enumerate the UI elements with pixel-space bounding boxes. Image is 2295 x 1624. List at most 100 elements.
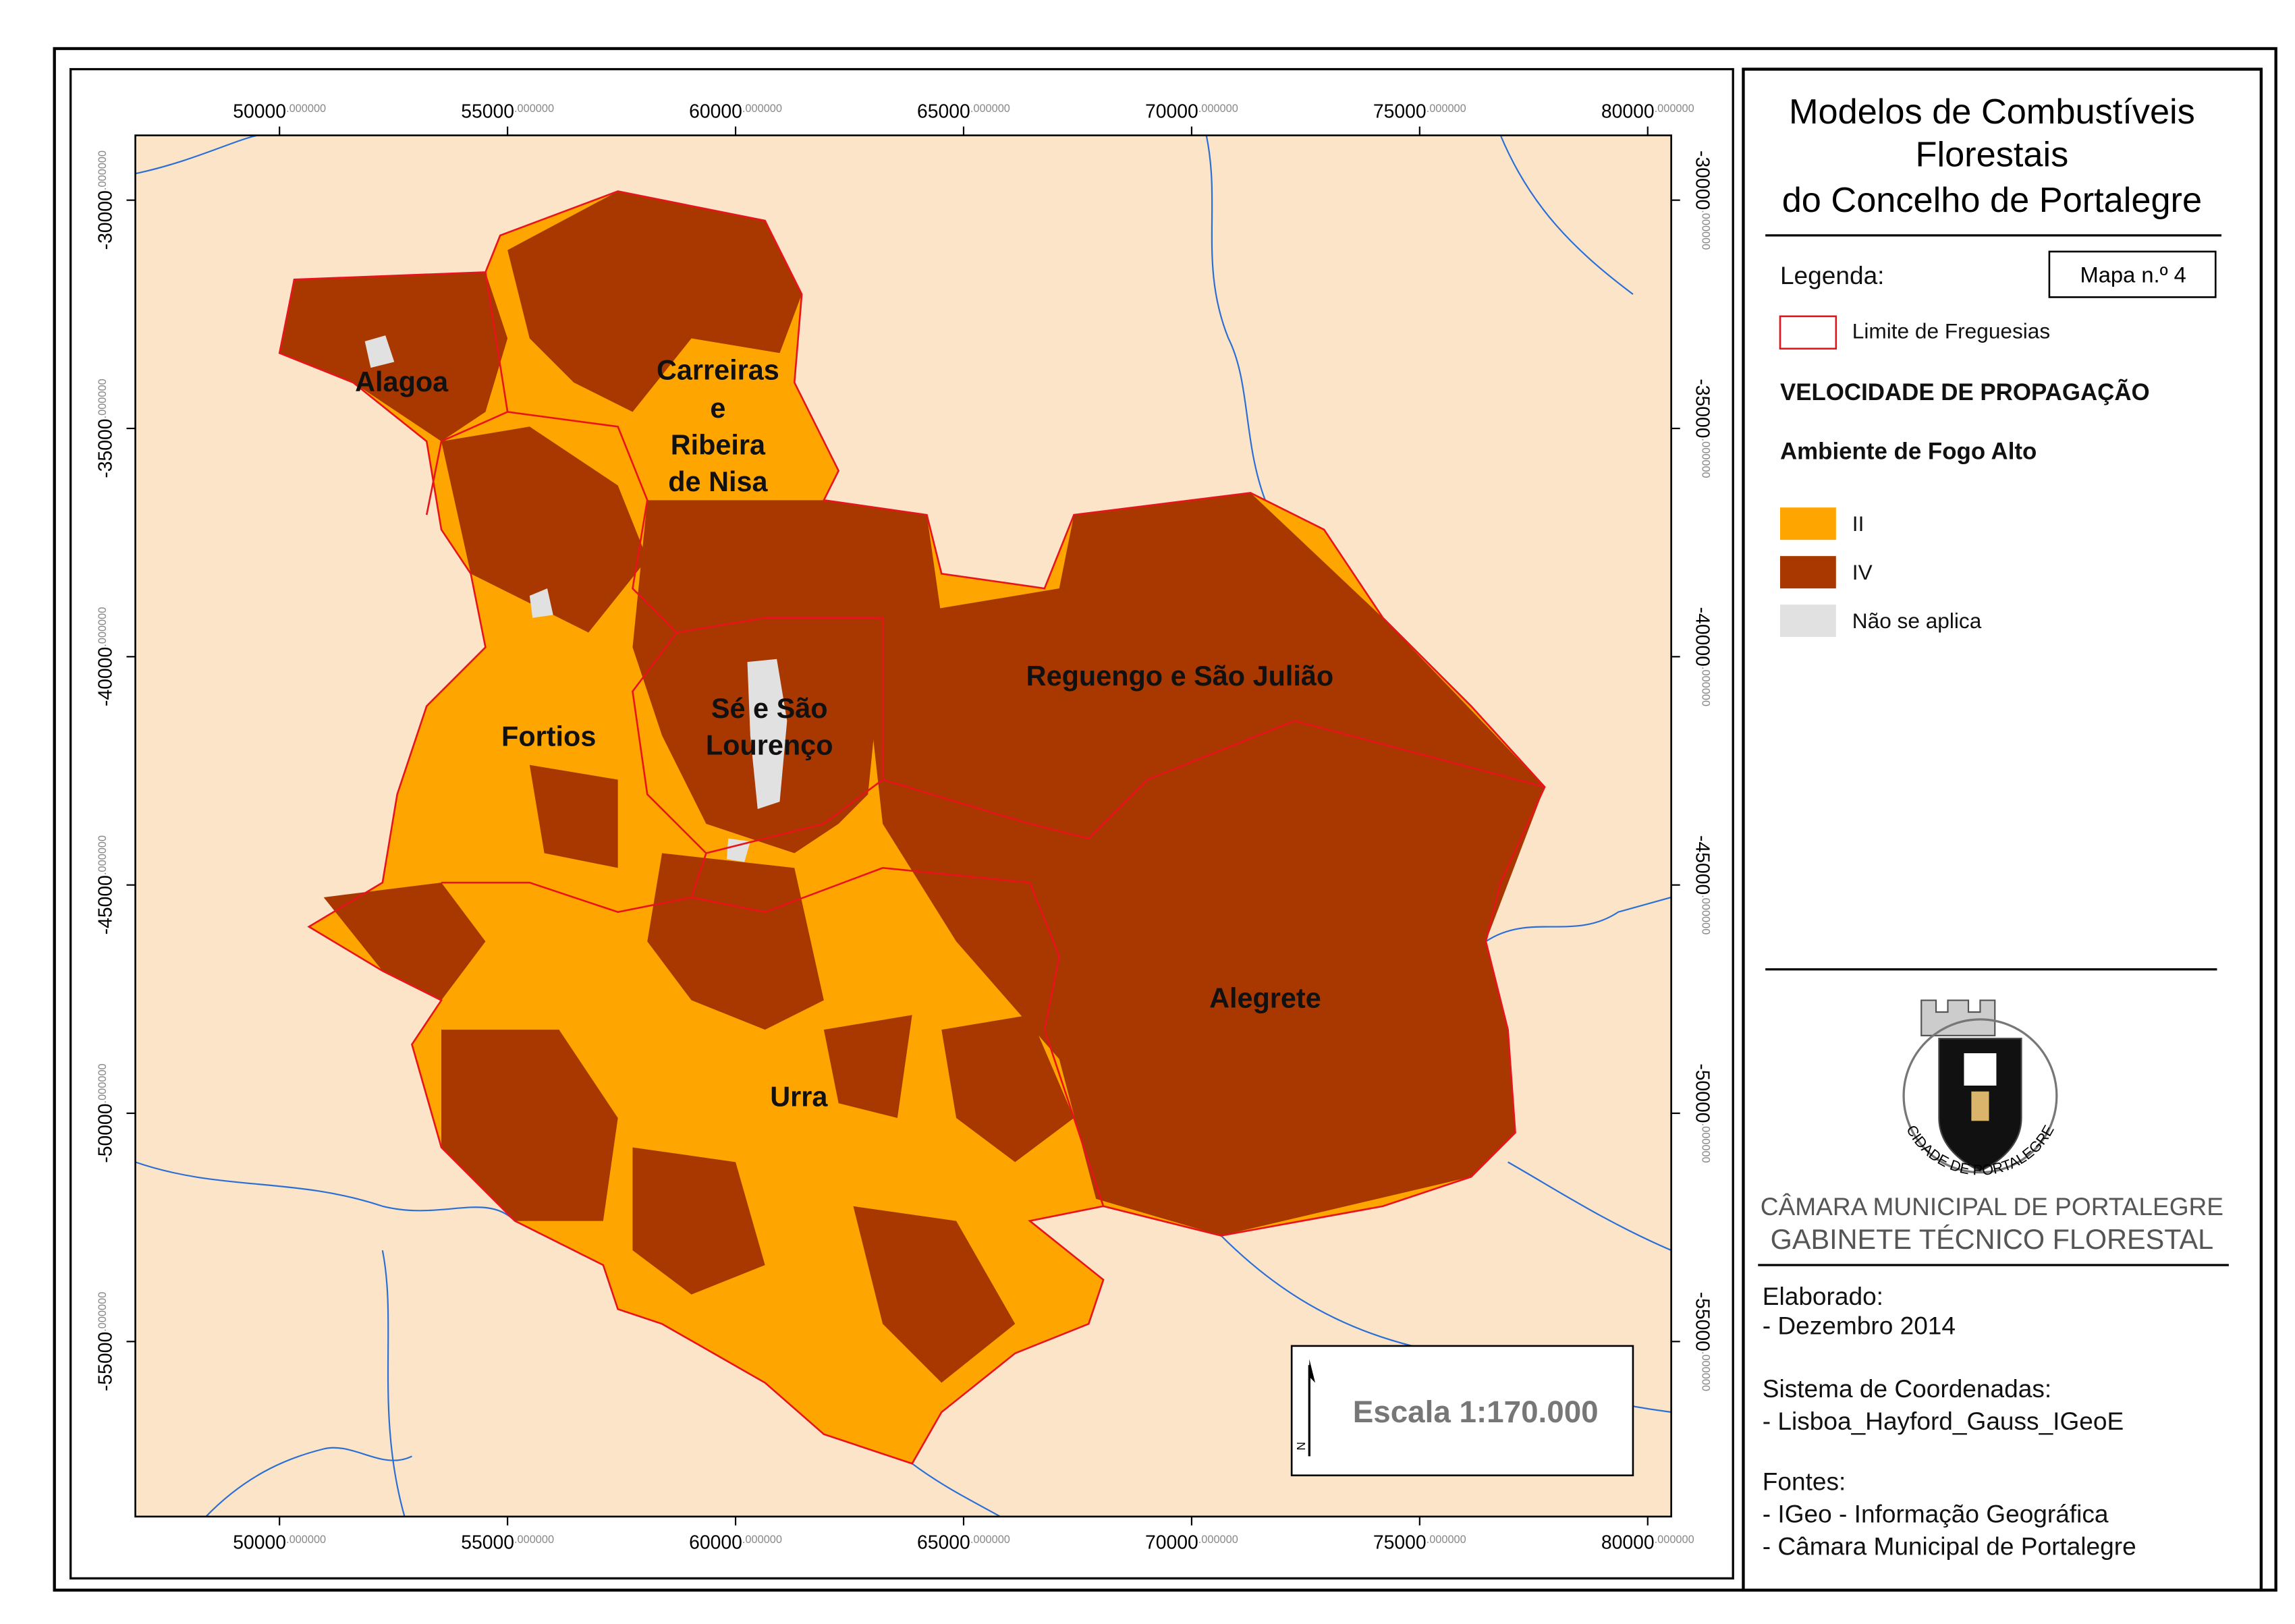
y-tick-decimals: .000000: [96, 835, 109, 875]
y-tick-decimals: .000000: [96, 607, 109, 647]
x-tick-decimals: .000000: [286, 103, 326, 115]
x-tick-label: 70000: [1145, 101, 1198, 122]
x-tick-text: 65000.000000: [917, 1532, 1010, 1554]
organization: CÂMARA MUNICIPAL DE PORTALEGRE: [1761, 1192, 2223, 1221]
parish-boundary: [632, 617, 884, 854]
river: [135, 134, 258, 175]
place-label: Fortios: [501, 721, 596, 752]
outer-frame: [53, 47, 2277, 1592]
x-tick-decimals: .000000: [1198, 103, 1238, 115]
emblem-door: [1971, 1091, 1989, 1121]
place-label: Alagoa: [355, 366, 449, 397]
x-tick-decimals: .000000: [970, 103, 1010, 115]
class-iv-area: [941, 1015, 1074, 1163]
legend-label: IV: [1852, 560, 1873, 584]
not-applicable-area: [529, 588, 553, 618]
data-frame-border: [134, 134, 1672, 1518]
legend-heading: Legenda:: [1780, 261, 1885, 289]
emblem-quinas: [1964, 1053, 1997, 1086]
emblem-wreath: [1902, 1018, 2058, 1174]
class-iv-areas: [279, 191, 1545, 1383]
class-iv-area: [632, 1147, 765, 1295]
y-tick-text: -35000.000000: [95, 379, 117, 478]
y-tick-label: -35000: [95, 418, 117, 478]
x-tick-text: 65000.000000: [917, 101, 1010, 122]
class-iv-area: [323, 883, 486, 1001]
title-line: Modelos de Combustíveis: [1789, 92, 2195, 132]
place-label: Ribeira: [671, 430, 766, 461]
x-tick-text: 80000.000000: [1601, 101, 1694, 122]
map-frame-content: Alagoa Carreiras e Ribeira de Nisa Forti…: [134, 134, 1672, 1518]
credit-line: - Lisboa_Hayford_Gauss_IGeoE: [1763, 1407, 2124, 1435]
river: [1499, 135, 1634, 295]
x-tick-label: 50000: [233, 101, 286, 122]
y-tick-label: -50000: [1692, 1063, 1713, 1123]
y-tick-text: -35000.000000: [1692, 379, 1713, 478]
class-iv-area: [632, 500, 942, 853]
y-tick-label: -30000: [1692, 150, 1713, 210]
y-tick-text: -50000.000000: [1692, 1063, 1713, 1163]
x-tick-decimals: .000000: [1427, 1534, 1466, 1546]
y-tick-text: -50000.000000: [95, 1063, 117, 1163]
x-tick-label: 70000: [1145, 1532, 1198, 1554]
x-tick-text: 50000.000000: [233, 1532, 326, 1554]
y-tick-decimals: .000000: [1699, 667, 1711, 706]
class-iv-area: [868, 493, 1545, 1236]
place-label: Alegrete: [1209, 982, 1321, 1013]
y-tick-text: -40000.000000: [1692, 607, 1713, 706]
y-tick-text: -30000.000000: [1692, 150, 1713, 250]
river: [205, 1447, 412, 1517]
map-number-box: [2048, 250, 2217, 298]
x-tick-decimals: .000000: [1198, 1534, 1238, 1546]
y-tick-label: -55000: [95, 1332, 117, 1391]
x-tick-text: 60000.000000: [689, 101, 782, 122]
river: [135, 1161, 516, 1222]
organization: GABINETE TÉCNICO FLORESTAL: [1771, 1224, 2214, 1255]
y-tick-text: -45000.000000: [1692, 835, 1713, 934]
x-tick-decimals: .000000: [1427, 103, 1466, 115]
legend-swatch: [1779, 605, 1836, 638]
class-iv-area: [853, 1206, 1016, 1383]
class-iv-area: [529, 764, 618, 868]
y-tick-decimals: .000000: [96, 379, 109, 418]
municipality-boundary: [278, 190, 1546, 1465]
y-tick-decimals: .000000: [1699, 1123, 1711, 1163]
credit-line: - Dezembro 2014: [1763, 1311, 1956, 1339]
x-tick-label: 60000: [689, 101, 742, 122]
y-tick-text: -40000.000000: [95, 607, 117, 706]
x-tick-label: 65000: [917, 1532, 970, 1554]
y-tick-text: -55000.000000: [1692, 1292, 1713, 1391]
x-tick-decimals: .000000: [742, 1534, 782, 1546]
class-iv-area: [441, 1030, 618, 1221]
x-tick-decimals: .000000: [970, 1534, 1010, 1546]
north-arrow-head: [1309, 1359, 1316, 1383]
place-label: Sé e São: [711, 693, 828, 724]
coordinate-ticks: 50000.00000050000.00000055000.0000005500…: [95, 101, 1713, 1553]
place-label: Reguengo e São Julião: [1026, 661, 1334, 692]
not-applicable-area: [364, 335, 395, 368]
x-tick-text: 75000.000000: [1373, 1532, 1466, 1554]
river: [912, 1463, 1001, 1517]
x-tick-label: 60000: [689, 1532, 742, 1554]
place-label: e: [710, 393, 725, 424]
y-tick-label: -30000: [95, 190, 117, 250]
legend-label: II: [1852, 511, 1864, 536]
river: [1508, 1161, 1672, 1252]
credit-line: Elaborado:: [1763, 1282, 1883, 1310]
parish-boundary: [1043, 1029, 1105, 1207]
scale-text: Escala 1:170.000: [1353, 1395, 1599, 1429]
place-label: Lourenço: [706, 729, 833, 760]
legend-label: Limite de Freguesias: [1852, 318, 2050, 343]
y-tick-decimals: .000000: [1699, 1351, 1711, 1391]
x-tick-text: 75000.000000: [1373, 101, 1466, 122]
legend-label: Não se aplica: [1852, 609, 1982, 633]
y-tick-label: -50000: [95, 1103, 117, 1163]
x-tick-text: 70000.000000: [1145, 101, 1238, 122]
x-tick-text: 55000.000000: [461, 101, 554, 122]
y-tick-text: -55000.000000: [95, 1292, 117, 1391]
x-tick-text: 60000.000000: [689, 1532, 782, 1554]
y-tick-decimals: .000000: [1699, 439, 1711, 478]
river: [1485, 896, 1671, 943]
map-frame: [70, 67, 1734, 1579]
legend-swatch: [1779, 556, 1836, 589]
